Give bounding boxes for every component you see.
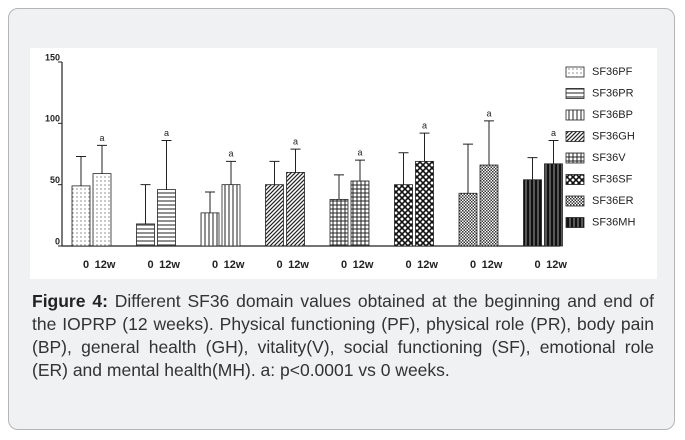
legend-swatch bbox=[565, 66, 585, 78]
bar-label: 12w bbox=[159, 259, 180, 271]
bar bbox=[350, 180, 370, 247]
bar-label: 12w bbox=[95, 259, 116, 271]
bar bbox=[92, 173, 112, 247]
bar bbox=[265, 184, 284, 247]
annotation: a bbox=[228, 149, 233, 159]
error-bar bbox=[226, 160, 236, 185]
error-bar bbox=[548, 140, 559, 164]
error-bar bbox=[161, 140, 172, 190]
bar bbox=[221, 184, 241, 247]
caption: Figure 4: Different SF36 domain values o… bbox=[32, 290, 654, 382]
caption-label: Figure 4: bbox=[32, 291, 108, 311]
error-bar bbox=[463, 143, 473, 194]
y-tick-label: 150 bbox=[45, 52, 60, 62]
bar-label: 12w bbox=[288, 259, 309, 271]
bar bbox=[544, 163, 563, 247]
error-bar bbox=[290, 148, 301, 173]
bar bbox=[329, 198, 349, 247]
error-bar bbox=[419, 132, 430, 162]
annotation: a bbox=[99, 133, 104, 143]
annotation: a bbox=[293, 136, 298, 146]
bar bbox=[136, 223, 155, 247]
error-bar bbox=[527, 157, 538, 180]
legend-label: SF36SF bbox=[592, 173, 633, 185]
bar-label: 0 bbox=[212, 259, 218, 271]
error-bar bbox=[398, 152, 409, 185]
y-tick-label: 100 bbox=[45, 114, 60, 124]
bar-label: 0 bbox=[276, 259, 282, 271]
bar-label: 12w bbox=[482, 259, 503, 271]
y-tick-label: 50 bbox=[50, 175, 60, 185]
bar bbox=[415, 160, 434, 247]
bar-label: 0 bbox=[534, 259, 540, 271]
annotation: a bbox=[551, 128, 556, 138]
annotation: a bbox=[164, 128, 169, 138]
bar bbox=[157, 189, 176, 247]
error-bar bbox=[269, 160, 280, 185]
bar-label: 12w bbox=[546, 259, 567, 271]
bar-label: 0 bbox=[470, 259, 476, 271]
annotation: a bbox=[357, 148, 362, 158]
bar-label: 12w bbox=[224, 259, 245, 271]
error-bar bbox=[97, 144, 107, 174]
bar-label: 0 bbox=[83, 259, 89, 271]
error-bar bbox=[205, 191, 215, 213]
legend-swatch bbox=[565, 174, 585, 185]
legend-swatch bbox=[565, 131, 585, 142]
legend-swatch bbox=[565, 195, 585, 207]
legend-label: SF36V bbox=[592, 152, 626, 164]
bar-label: 0 bbox=[341, 259, 347, 271]
y-tick-label: 0 bbox=[55, 236, 60, 246]
annotation: a bbox=[486, 108, 491, 118]
error-bar bbox=[355, 159, 365, 181]
legend-label: SF36PF bbox=[592, 66, 633, 78]
legend-label: SF36ER bbox=[592, 195, 634, 207]
legend-swatch bbox=[565, 88, 585, 99]
caption-text: Different SF36 domain values obtained at… bbox=[32, 291, 654, 380]
bar bbox=[200, 212, 220, 247]
legend-label: SF36MH bbox=[592, 216, 635, 228]
bar-label: 0 bbox=[405, 259, 411, 271]
legend-label: SF36GH bbox=[592, 130, 635, 142]
bar-label: 0 bbox=[147, 259, 153, 271]
bar bbox=[479, 164, 499, 247]
bar-label: 12w bbox=[353, 259, 374, 271]
error-bar bbox=[76, 155, 86, 186]
legend-label: SF36PR bbox=[592, 87, 634, 99]
error-bar bbox=[140, 184, 151, 224]
error-bar bbox=[484, 120, 494, 166]
bar bbox=[71, 185, 91, 247]
legend-label: SF36BP bbox=[592, 109, 633, 121]
bar bbox=[286, 171, 305, 247]
bar bbox=[458, 192, 478, 247]
annotation: a bbox=[422, 121, 427, 131]
legend-swatch bbox=[565, 109, 585, 121]
bar-label: 12w bbox=[417, 259, 438, 271]
bar bbox=[394, 184, 413, 247]
bar bbox=[523, 179, 542, 247]
error-bar bbox=[334, 174, 344, 200]
legend-swatch bbox=[565, 152, 585, 164]
legend-swatch bbox=[565, 217, 585, 228]
